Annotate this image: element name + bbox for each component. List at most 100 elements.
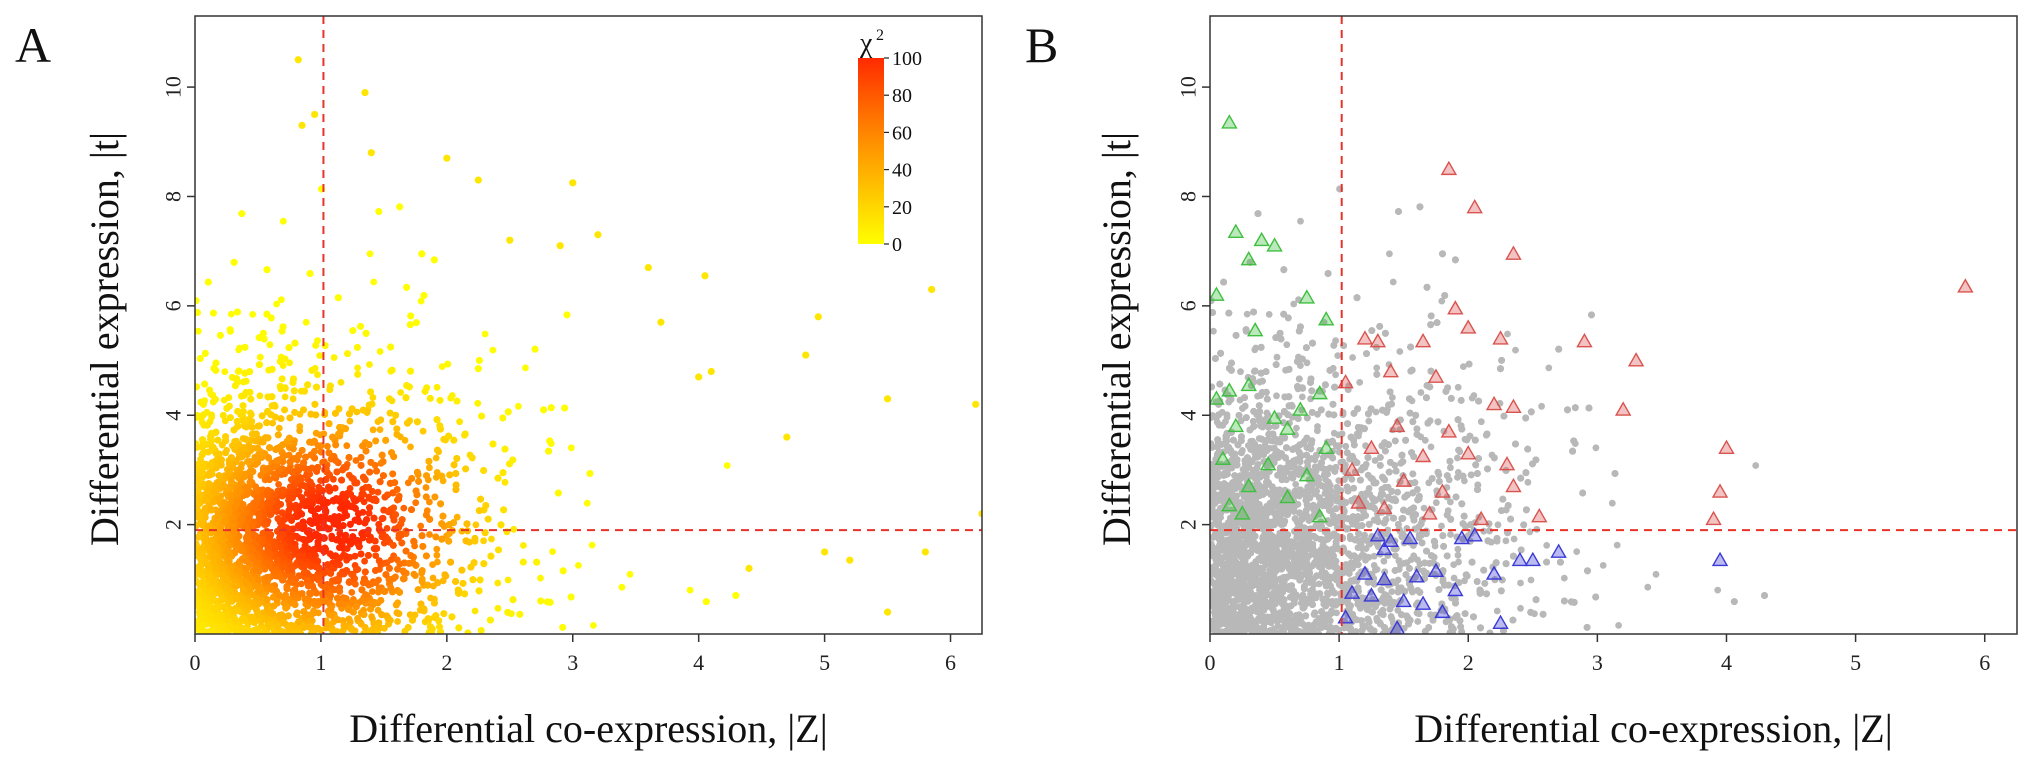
data-point <box>481 330 489 338</box>
data-point <box>433 383 441 391</box>
data-point <box>275 481 282 488</box>
data-point <box>369 588 376 595</box>
data-point <box>346 417 354 425</box>
data-point <box>480 537 487 545</box>
data-point <box>433 551 441 559</box>
data-point <box>351 552 359 560</box>
data-point <box>352 457 360 464</box>
data-point <box>417 522 425 530</box>
data-point <box>361 557 368 565</box>
data-point <box>376 426 384 433</box>
data-point <box>359 485 366 493</box>
data-point <box>279 217 287 225</box>
data-point <box>370 278 378 286</box>
data-point <box>474 399 482 407</box>
data-point <box>208 413 216 421</box>
data-point <box>365 509 373 517</box>
data-point <box>588 541 596 549</box>
data-point <box>353 408 361 416</box>
plot-area <box>195 56 982 634</box>
data-point <box>249 311 257 318</box>
data-point <box>583 499 591 507</box>
data-point <box>346 485 354 492</box>
data-point <box>400 504 408 512</box>
data-point <box>489 346 497 354</box>
data-point <box>575 562 582 569</box>
data-point <box>383 525 391 532</box>
data-point <box>372 552 380 559</box>
data-point <box>221 368 229 376</box>
data-point <box>281 393 289 401</box>
data-point <box>401 436 409 444</box>
data-point <box>426 464 433 472</box>
data-point <box>686 586 694 594</box>
data-point <box>221 417 229 425</box>
data-point <box>369 426 377 434</box>
data-point <box>302 318 310 326</box>
data-point <box>520 542 527 549</box>
data-point <box>537 574 544 582</box>
data-point <box>376 348 384 355</box>
data-point <box>412 499 420 507</box>
data-point <box>195 327 202 335</box>
data-point <box>286 359 293 367</box>
data-point <box>316 352 324 359</box>
data-point <box>324 442 331 450</box>
data-point <box>354 364 361 372</box>
data-point <box>723 462 731 469</box>
data-point <box>343 442 351 450</box>
data-point <box>471 607 479 615</box>
data-point <box>397 389 405 396</box>
data-point <box>488 535 495 543</box>
data-point <box>366 361 373 368</box>
data-point <box>501 478 509 486</box>
data-point <box>320 430 328 438</box>
data-point <box>618 583 626 591</box>
data-point <box>515 402 522 410</box>
data-point <box>426 531 433 538</box>
data-point <box>269 419 276 427</box>
data-point <box>331 484 339 492</box>
data-point <box>410 570 418 578</box>
data-point <box>330 475 337 483</box>
data-point <box>429 574 437 582</box>
data-point <box>366 250 374 258</box>
data-point <box>337 379 345 386</box>
data-point <box>494 604 502 612</box>
data-point <box>394 618 401 625</box>
data-point <box>407 443 414 451</box>
data-point <box>510 525 518 533</box>
data-point <box>256 353 264 361</box>
data-point <box>453 513 461 521</box>
data-point <box>369 394 377 401</box>
data-point <box>317 477 324 484</box>
data-point <box>368 613 375 620</box>
data-point <box>227 310 235 318</box>
data-point <box>426 498 433 506</box>
data-point <box>273 300 280 308</box>
data-point <box>494 579 502 587</box>
data-point <box>432 454 440 462</box>
data-point <box>522 364 529 372</box>
data-point <box>439 577 447 585</box>
data-point <box>429 561 436 568</box>
data-point <box>256 392 264 400</box>
data-point <box>296 427 304 435</box>
background-points <box>195 185 740 634</box>
data-point <box>278 296 285 304</box>
data-point <box>567 444 575 452</box>
data-point <box>447 394 455 402</box>
data-point <box>330 354 338 361</box>
data-point <box>289 395 297 403</box>
data-point <box>422 484 430 491</box>
data-point <box>419 427 427 435</box>
data-point <box>626 570 634 578</box>
data-point <box>456 418 463 426</box>
data-point <box>298 580 305 588</box>
data-point <box>549 548 556 555</box>
data-point <box>266 341 274 349</box>
data-point <box>374 488 382 496</box>
data-point <box>352 580 359 588</box>
